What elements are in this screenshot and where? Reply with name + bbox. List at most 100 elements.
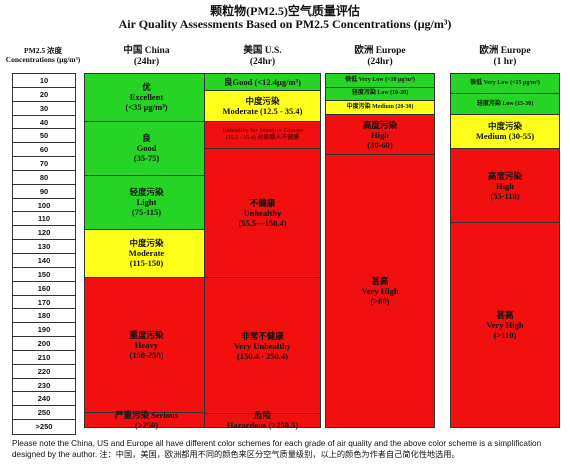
band-label: 优 xyxy=(142,82,151,93)
band: 中度污染 Medium (20-30) xyxy=(326,101,434,115)
band-label: 中度污染 Medium (20-30) xyxy=(346,103,414,110)
column-name: 欧洲 Europe xyxy=(479,46,531,56)
band: 中度污染 Moderate (115-150) xyxy=(85,230,208,278)
band-label: 危险 xyxy=(253,410,271,421)
column-eu1: 很低 Very Low (<15 μg/m³) 轻度污染 Low (15-30) 中… xyxy=(450,73,560,428)
band-label: (150-250) xyxy=(129,350,164,361)
scale-tick: 80 xyxy=(13,171,75,185)
band-label: 甚高 xyxy=(496,310,514,321)
band-label: 很低 Very Low (<15 μg/m³) xyxy=(470,80,540,87)
band: 中度污染 Moderate (12.5 - 35.4) xyxy=(205,90,320,123)
column-period: (24hr) xyxy=(249,57,276,67)
scale-tick: 250 xyxy=(13,406,75,421)
band-label: (75-115) xyxy=(131,207,162,218)
scale-header-line2: Concentrations (μg/m³) xyxy=(5,55,81,64)
band-label: Very High xyxy=(361,286,399,297)
band: 不健康 Unhealthy (55.5—150.4) xyxy=(205,149,320,279)
band-label: Light xyxy=(136,197,157,208)
band-label: (>250) xyxy=(134,420,159,431)
band: 良Good (<12.4μg/m³) xyxy=(205,74,320,91)
column-name: 美国 U.S. xyxy=(243,46,282,56)
band: Unhealthy for Sensitive Groups (35.5 - 55… xyxy=(205,122,320,150)
scale-tick: 210 xyxy=(13,351,75,365)
band-label: (55-110) xyxy=(490,190,520,201)
scale-tick: 20 xyxy=(13,88,75,102)
scale-header-line1: PM2.5 浓度 xyxy=(24,46,62,55)
scale-tick: >250 xyxy=(35,422,53,432)
footer-note: Please note the China, US and Europe all… xyxy=(12,439,542,459)
column-name: 欧洲 Europe xyxy=(354,46,406,56)
band-label: 轻度污染 Low (10-20) xyxy=(351,90,409,97)
band-label: (>60) xyxy=(370,296,390,307)
band-label: 高度污染 xyxy=(487,170,522,181)
band-label: 重度污染 xyxy=(129,330,164,341)
band-label: Medium (30-55) xyxy=(475,131,535,142)
scale-tick: 140 xyxy=(13,254,75,268)
band: 良 Good (35-75) xyxy=(85,121,208,176)
scale-tick: 120 xyxy=(13,226,75,241)
band-label: Heavy xyxy=(134,340,159,351)
band: 轻度污染 Low (15-30) xyxy=(451,94,559,115)
band: 很低 Very Low (<10 μg/m³) xyxy=(326,74,434,88)
band-label: (>110) xyxy=(493,330,517,341)
band-label: Good xyxy=(136,143,157,154)
band-label: (35-75) xyxy=(133,153,160,164)
band-label: (35.5 - 55.4) 对易感人不健康 xyxy=(225,135,300,142)
band-label: (150.4 - 250.4) xyxy=(237,350,288,361)
band-label: Moderate xyxy=(128,248,165,259)
scale-tick: 200 xyxy=(13,337,75,351)
scale-tick: 220 xyxy=(13,365,75,379)
band: 轻度污染 Light (75-115) xyxy=(85,175,208,231)
column-period: (1 hr) xyxy=(493,57,517,67)
band-label: High xyxy=(371,129,389,140)
column-header-eu24: 欧洲 Europe (24hr) xyxy=(319,46,441,68)
scale-tick: 110 xyxy=(13,212,75,227)
scale-tick: 190 xyxy=(13,323,75,338)
scale-tick: 30 xyxy=(13,102,75,116)
scale-tick: 180 xyxy=(13,309,75,324)
band-label: 严重污染 Serious xyxy=(114,410,179,421)
band-label: (30-60) xyxy=(367,139,393,150)
scale-tick: 10 xyxy=(13,74,75,88)
scale-tick: 130 xyxy=(13,240,75,254)
band-label: 甚高 xyxy=(371,276,389,287)
scale-tick: 240 xyxy=(13,392,75,407)
band: 很低 Very Low (<15 μg/m³) xyxy=(451,74,559,95)
band-label: 轻度污染 xyxy=(129,187,164,198)
scale-tick: 150 xyxy=(13,268,75,282)
band: 甚高 Very High (>60) xyxy=(326,155,434,427)
scale-header: PM2.5 浓度 Concentrations (μg/m³) xyxy=(2,46,84,64)
band-label: (<35 μg/m³) xyxy=(125,102,168,113)
band-label: 良 xyxy=(142,133,151,144)
band-label: 很低 Very Low (<10 μg/m³) xyxy=(345,76,415,83)
scale-tick: 50 xyxy=(13,129,75,144)
band: 高度污染 High (55-110) xyxy=(451,148,559,224)
column-period: (24hr) xyxy=(367,57,393,67)
band-label: 良Good (<12.4μg/m³) xyxy=(224,76,301,87)
band-label: Moderate (12.5 - 35.4) xyxy=(222,105,303,116)
band-label: 非常不健康 xyxy=(241,330,284,341)
scale-tick: 90 xyxy=(13,185,75,199)
column-header-us: 美国 U.S. (24hr) xyxy=(198,46,327,68)
band: 非常不健康 Very Unhealthy (150.4 - 250.4) xyxy=(205,278,320,414)
band-label: High xyxy=(496,180,514,191)
scale-tick: 160 xyxy=(13,282,75,296)
band-label: Unhealthy xyxy=(243,208,282,219)
band: 优 Excellent (<35 μg/m³) xyxy=(85,74,208,122)
band-label: 轻度污染 Low (15-30) xyxy=(476,100,534,107)
band-label: Excellent xyxy=(129,92,164,103)
band: 重度污染 Heavy (150-250) xyxy=(85,277,208,414)
scale-tick: 40 xyxy=(13,116,75,130)
band: 轻度污染 Low (10-20) xyxy=(326,87,434,102)
band-label: 中度污染 xyxy=(487,121,522,132)
band-label: Unhealthy for Sensitive Groups xyxy=(222,128,303,135)
scale-tick: 100 xyxy=(13,199,75,213)
title-chinese: 颗粒物(PM2.5)空气质量评估 xyxy=(210,4,360,18)
band: 高度污染 High (30-60) xyxy=(326,114,434,156)
column-period: (24hr) xyxy=(133,57,160,67)
band: 严重污染 Serious (>250) xyxy=(85,410,208,431)
column-us: 良Good (<12.4μg/m³) 中度污染 Moderate (12.5 - 3… xyxy=(204,73,321,431)
band-label: Very Unhealthy xyxy=(233,340,292,351)
band-label: 中度污染 xyxy=(129,238,164,249)
band-label: Hazardous (>250.5) xyxy=(226,420,299,431)
